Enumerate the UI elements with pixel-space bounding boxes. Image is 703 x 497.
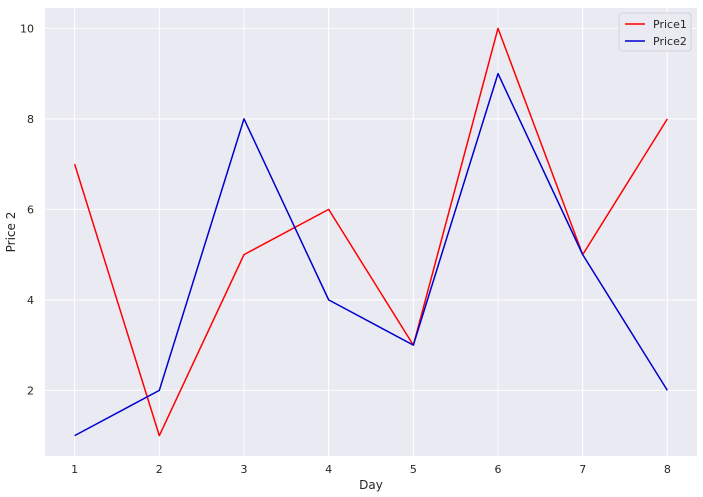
legend: Price1 Price2 [618,12,692,52]
y-tick-labels: 2 4 6 8 10 [20,22,34,397]
x-tick-label: 3 [240,463,247,476]
x-tick-label: 8 [664,463,671,476]
x-tick-label: 5 [410,463,417,476]
x-tick-label: 6 [495,463,502,476]
x-tick-label: 7 [579,463,586,476]
plot-area [45,8,697,456]
x-tick-labels: 1 2 3 4 5 6 7 8 [71,463,671,476]
y-tick-label: 6 [27,203,34,216]
series-line-price2 [74,72,669,437]
series-line-price1 [73,27,669,437]
y-tick-label: 2 [27,384,34,397]
x-tick-label: 1 [71,463,78,476]
series-layer [73,27,669,437]
y-tick-label: 4 [27,294,34,307]
grid [45,8,697,456]
y-axis-label: Price 2 [4,212,18,253]
x-tick-label: 2 [156,463,163,476]
y-tick-label: 10 [20,22,34,35]
x-tick-label: 4 [325,463,332,476]
x-axis-label: Day [359,478,383,492]
legend-label: Price1 [653,18,687,31]
legend-label: Price2 [653,35,687,48]
y-tick-label: 8 [27,113,34,126]
